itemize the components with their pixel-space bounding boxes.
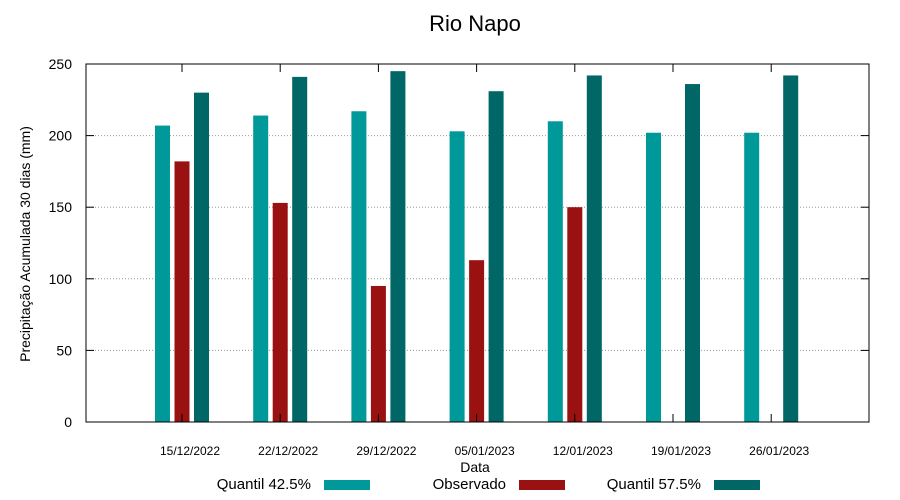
legend-label: Quantil 42.5% bbox=[217, 476, 311, 493]
y-tick-label: 250 bbox=[49, 56, 73, 72]
bar bbox=[567, 207, 583, 422]
x-tick-label: 19/01/2023 bbox=[651, 444, 711, 458]
legend-label: Observado bbox=[433, 476, 506, 493]
x-axis-label: Data bbox=[460, 459, 490, 475]
x-tick-label: 29/12/2022 bbox=[356, 444, 416, 458]
bar bbox=[685, 84, 700, 422]
bar bbox=[253, 115, 269, 422]
legend-swatch bbox=[714, 480, 760, 490]
bar bbox=[547, 121, 563, 422]
bar bbox=[155, 125, 170, 423]
x-tick-label: 15/12/2022 bbox=[160, 444, 220, 458]
x-tick-label: 05/01/2023 bbox=[455, 444, 515, 458]
y-axis-label: Precipitação Acumulada 30 dias (mm) bbox=[17, 126, 33, 362]
x-tick-label: 22/12/2022 bbox=[258, 444, 318, 458]
bar bbox=[586, 75, 602, 423]
x-tick-label: 26/01/2023 bbox=[749, 444, 809, 458]
bars bbox=[155, 71, 799, 423]
y-tick-label: 200 bbox=[49, 128, 73, 144]
y-tick-label: 150 bbox=[49, 199, 73, 215]
chart-title: Rio Napo bbox=[429, 11, 521, 36]
legend-swatch bbox=[324, 480, 370, 490]
bar bbox=[449, 131, 465, 422]
bar bbox=[646, 132, 661, 422]
x-tick-label: 12/01/2023 bbox=[553, 444, 613, 458]
bar bbox=[272, 202, 288, 422]
y-tick-label: 0 bbox=[64, 414, 72, 430]
plot-frame bbox=[85, 63, 870, 423]
bar bbox=[292, 76, 308, 422]
legend-label: Quantil 57.5% bbox=[607, 476, 701, 493]
bar bbox=[488, 91, 504, 422]
y-tick-label: 50 bbox=[56, 342, 72, 358]
axis-ticks: 0 50 100 150 200 250 15/12/2022 22/12/2022 29/12… bbox=[49, 56, 869, 458]
bar bbox=[351, 111, 367, 423]
bar bbox=[783, 75, 799, 423]
bar bbox=[390, 71, 406, 422]
legend: Quantil 42.5% Observado Quantil 57.5% bbox=[217, 476, 760, 493]
y-tick-label: 100 bbox=[49, 271, 73, 287]
bar bbox=[194, 92, 209, 422]
bar bbox=[744, 132, 760, 422]
bar bbox=[174, 161, 190, 422]
legend-swatch bbox=[519, 480, 565, 490]
bar bbox=[469, 260, 485, 422]
bar bbox=[370, 285, 386, 422]
